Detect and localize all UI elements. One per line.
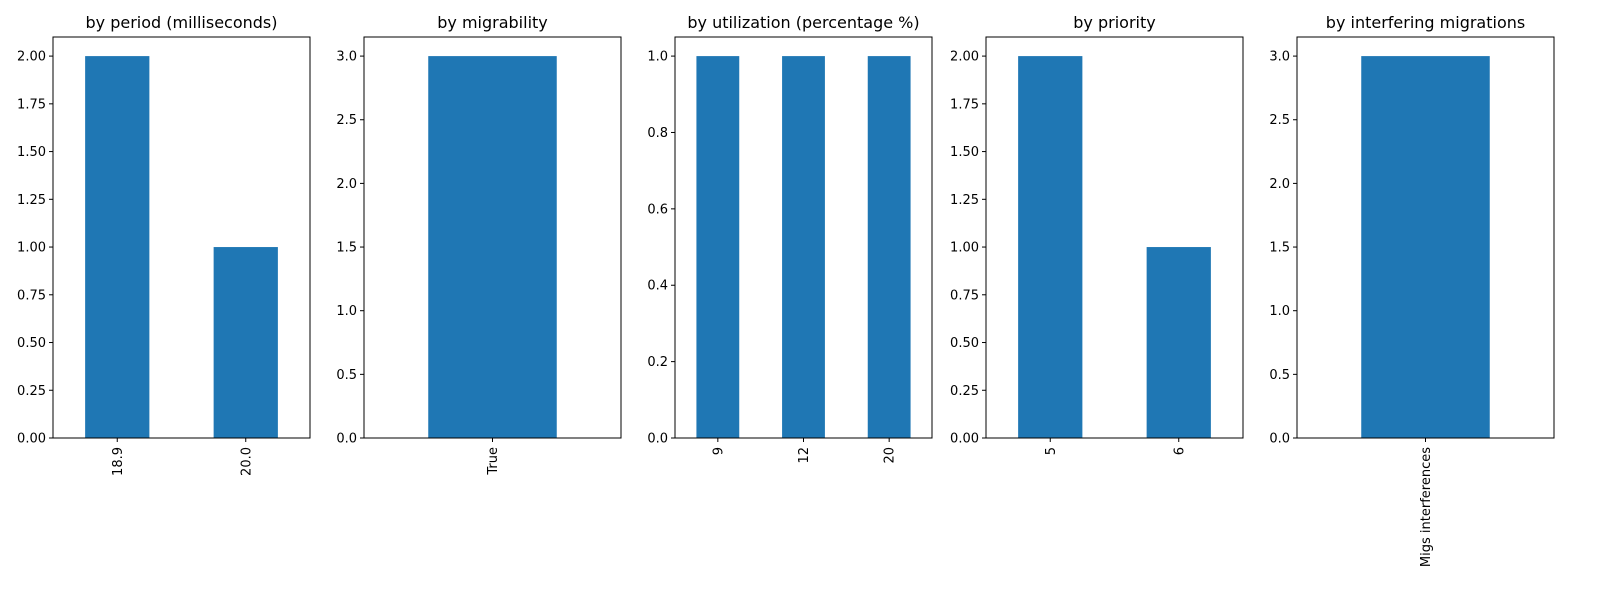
x-tick-label: 20.0 <box>239 447 254 476</box>
chart-title: by utilization (percentage %) <box>687 13 919 32</box>
bar <box>696 56 740 438</box>
y-tick-label: 0.5 <box>336 368 357 383</box>
y-tick-label: 2.00 <box>17 50 46 65</box>
chart-panel-1: by period (milliseconds) 0.00 0.25 0.50 0.75… <box>17 13 311 476</box>
y-tick-label: 0.0 <box>336 432 357 447</box>
y-tick-label: 2.0 <box>336 177 357 192</box>
y-tick-label: 1.5 <box>1269 241 1290 256</box>
x-tick-label: 6 <box>1172 447 1187 455</box>
x-tick-label: Migs interferences <box>1419 447 1434 567</box>
y-tick-label: 0.25 <box>17 384 46 399</box>
y-tick-label: 1.50 <box>950 145 979 160</box>
y-tick-label: 1.00 <box>950 241 979 256</box>
bar <box>85 56 150 438</box>
y-tick-label: 0.2 <box>647 355 668 370</box>
y-tick-label: 0.50 <box>17 336 46 351</box>
y-tick-label: 2.00 <box>950 50 979 65</box>
x-tick-label: 12 <box>797 447 812 464</box>
y-tick-label: 3.0 <box>1269 50 1290 65</box>
chart-title: by period (milliseconds) <box>85 13 277 32</box>
y-tick-label: 0.00 <box>17 432 46 447</box>
y-tick-label: 0.50 <box>950 336 979 351</box>
bar <box>782 56 825 438</box>
y-tick-label: 1.50 <box>17 145 46 160</box>
y-tick-label: 1.0 <box>336 304 357 319</box>
y-tick-label: 2.5 <box>336 113 357 128</box>
chart-title: by priority <box>1073 13 1155 32</box>
y-tick-label: 2.5 <box>1269 113 1290 128</box>
y-tick-label: 1.0 <box>1269 304 1290 319</box>
y-tick-label: 0.0 <box>647 432 668 447</box>
y-tick-label: 1.5 <box>336 241 357 256</box>
bar <box>1146 247 1211 438</box>
chart-title: by migrability <box>437 13 548 32</box>
y-tick-label: 0.8 <box>647 126 668 141</box>
chart-panel-3: by utilization (percentage %) 0.0 0.2 0.4 0.… <box>647 13 933 464</box>
y-tick-label: 1.25 <box>17 193 46 208</box>
y-tick-label: 0.6 <box>647 202 668 217</box>
y-tick-label: 0.25 <box>950 384 979 399</box>
x-tick-label: 5 <box>1044 447 1059 455</box>
y-tick-label: 0.00 <box>950 432 979 447</box>
bar <box>428 56 557 438</box>
y-tick-label: 0.5 <box>1269 368 1290 383</box>
chart-title: by interfering migrations <box>1326 13 1525 32</box>
y-tick-label: 0.4 <box>647 279 668 294</box>
bar <box>1361 56 1490 438</box>
y-tick-label: 2.0 <box>1269 177 1290 192</box>
axes-frame <box>985 36 1244 439</box>
bar <box>867 56 911 438</box>
bar <box>1018 56 1083 438</box>
y-tick-label: 3.0 <box>336 50 357 65</box>
y-tick-label: 1.75 <box>950 97 979 112</box>
y-tick-label: 1.0 <box>647 50 668 65</box>
x-tick-label: True <box>486 447 501 476</box>
y-tick-label: 0.0 <box>1269 432 1290 447</box>
y-tick-label: 1.75 <box>17 97 46 112</box>
chart-panel-4: by priority 0.00 0.25 0.50 0.75 1.00 1.25 1.50 1… <box>950 13 1244 455</box>
chart-panel-5: by interfering migrations 0.0 0.5 1.0 1.5 2.0… <box>1269 13 1555 567</box>
y-tick-label: 0.75 <box>17 288 46 303</box>
axes-frame <box>52 36 311 439</box>
bar <box>213 247 278 438</box>
x-tick-label: 18.9 <box>111 447 126 476</box>
y-tick-label: 0.75 <box>950 288 979 303</box>
y-tick-label: 1.00 <box>17 241 46 256</box>
x-tick-label: 9 <box>711 447 726 455</box>
y-tick-label: 1.25 <box>950 193 979 208</box>
chart-panel-2: by migrability 0.0 0.5 1.0 1.5 2.0 2.5 3.0 True <box>336 13 622 476</box>
x-tick-label: 20 <box>883 447 898 464</box>
